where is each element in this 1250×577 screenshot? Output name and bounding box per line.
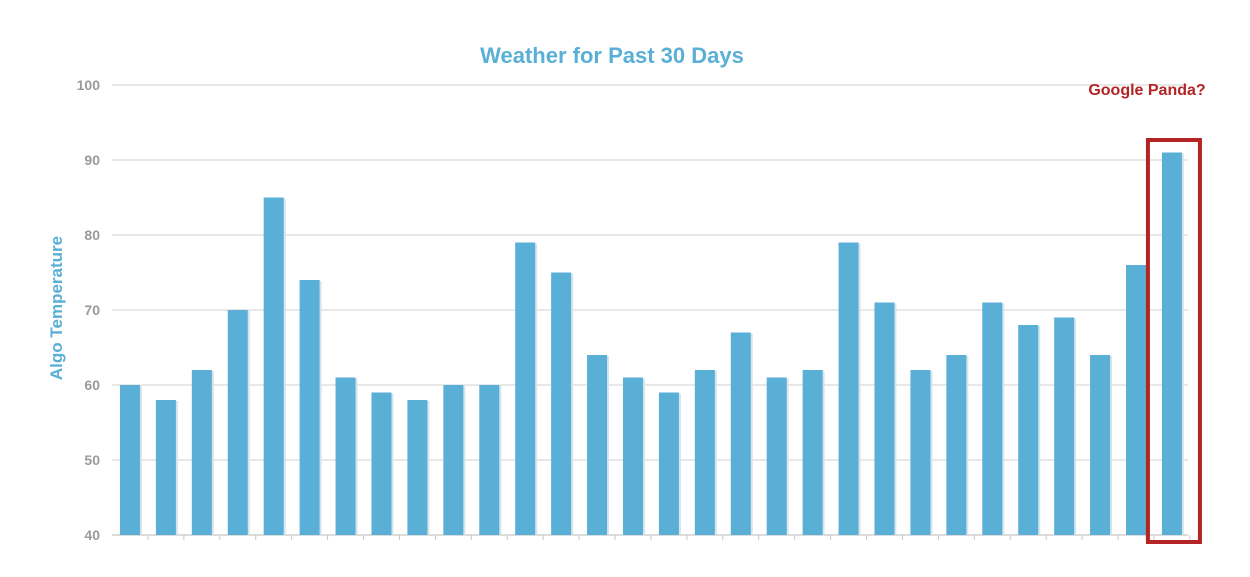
bar <box>155 400 176 535</box>
chart-title: Weather for Past 30 Days <box>480 43 744 68</box>
bar <box>622 377 643 535</box>
bar <box>838 242 859 535</box>
bar <box>1018 325 1039 535</box>
bar <box>694 370 715 535</box>
bar <box>982 302 1003 535</box>
y-tick-label: 70 <box>84 302 100 318</box>
bar <box>263 197 284 535</box>
bar <box>910 370 931 535</box>
bar <box>802 370 823 535</box>
bar <box>191 370 212 535</box>
bar <box>1090 355 1111 535</box>
y-tick-labels: 40 50 60 70 80 90 100 <box>77 77 101 543</box>
highlight-box <box>1145 138 1202 544</box>
bar <box>658 392 679 535</box>
bar <box>335 377 356 535</box>
bar <box>946 355 967 535</box>
bar <box>299 280 320 535</box>
bar <box>1161 152 1182 535</box>
bar <box>407 400 428 535</box>
bar <box>479 385 500 535</box>
x-ticks <box>147 535 1191 540</box>
bar <box>874 302 895 535</box>
y-tick-label: 80 <box>84 227 100 243</box>
bar <box>119 385 140 535</box>
y-tick-label: 60 <box>84 377 100 393</box>
bar <box>443 385 464 535</box>
gridlines <box>112 84 1188 536</box>
bar <box>227 310 248 535</box>
y-tick-label: 90 <box>84 152 100 168</box>
bar <box>766 377 787 535</box>
bar <box>371 392 392 535</box>
y-tick-label: 50 <box>84 452 100 468</box>
bar <box>1054 317 1075 535</box>
y-axis-label: Algo Temperature <box>47 236 66 380</box>
bars <box>119 152 1184 535</box>
y-tick-label: 40 <box>84 527 100 543</box>
bar <box>1126 265 1147 535</box>
annotation-label: Google Panda? <box>1088 82 1205 99</box>
bar <box>515 242 536 535</box>
y-tick-label: 100 <box>77 77 101 93</box>
bar <box>551 272 572 535</box>
bar <box>587 355 608 535</box>
bar <box>730 332 751 535</box>
